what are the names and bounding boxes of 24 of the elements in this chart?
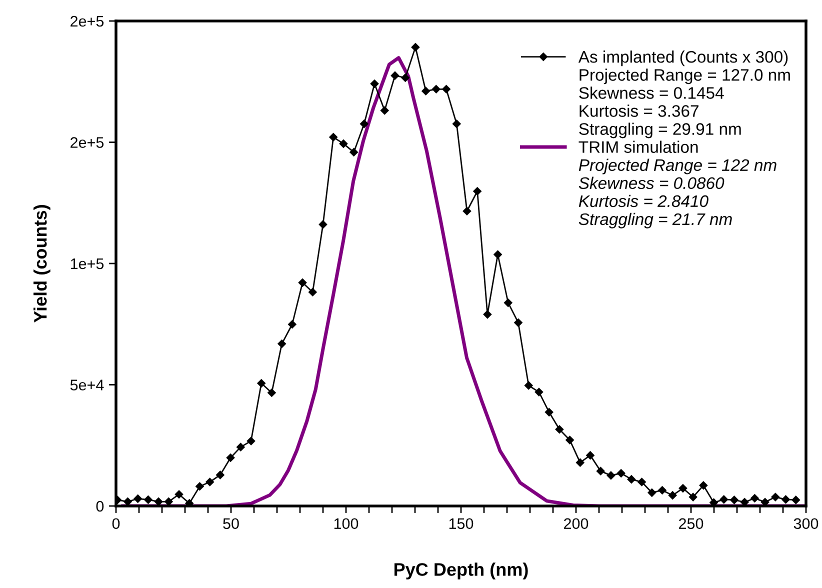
x-tick-label: 300 (794, 518, 818, 530)
legend-label: TRIM simulation (578, 140, 698, 153)
annotation: Projected Range = 122 nm (578, 158, 776, 174)
y-tick-label: 2e+5 (70, 137, 104, 148)
x-tick-label: 150 (449, 518, 474, 530)
annotation: Projected Range = 127.0 nm (580, 68, 790, 84)
annotation: Skewness = 0.1454 (579, 86, 724, 99)
y-tick-label: 1e+5 (70, 258, 104, 270)
annotation: Kurtosis = 2.8410 (578, 194, 708, 208)
x-tick-label: 250 (679, 518, 704, 530)
annotation: Straggling = 29.91 nm (579, 122, 741, 138)
annotation: Straggling = 21.7 nm (578, 212, 732, 228)
y-tick-label: 2e+5 (70, 16, 104, 27)
annotation: Kurtosis = 3.367 (580, 104, 698, 117)
legend-label: As implanted (Counts x 300) (578, 50, 788, 66)
y-axis-title: Yield (counts) (34, 205, 50, 323)
x-tick-label: 50 (223, 518, 239, 530)
annotation: Skewness = 0.0860 (578, 176, 724, 190)
x-tick-label: 0 (112, 518, 120, 530)
y-tick-label: 5e+4 (70, 380, 104, 390)
y-tick-label: 0 (96, 500, 104, 512)
x-tick-label: 100 (334, 518, 358, 530)
x-axis-title: PyC Depth (nm) (394, 562, 528, 580)
x-tick-label: 200 (564, 518, 588, 530)
